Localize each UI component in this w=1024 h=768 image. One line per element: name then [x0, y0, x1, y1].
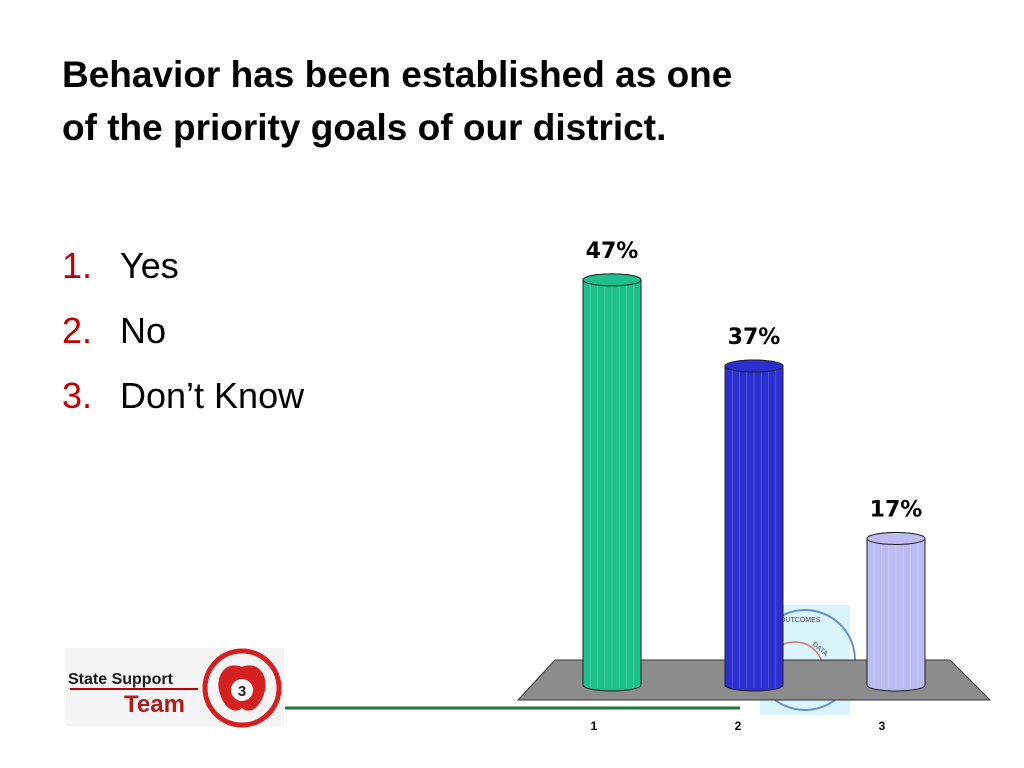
x-tick-label: 1: [591, 719, 598, 733]
option-text: Don’t Know: [120, 375, 305, 416]
x-tick-label: 3: [879, 719, 886, 733]
watermark-text: OUTCOMES: [780, 617, 821, 624]
bar-top: [724, 359, 784, 373]
option-number: 1.: [62, 245, 92, 286]
value-label: 17%: [870, 497, 923, 522]
logo-text: Team: [124, 691, 185, 718]
slide-title: Behavior has been established as one: [62, 54, 732, 95]
option-text: No: [120, 310, 166, 351]
bar-top: [582, 273, 642, 287]
logo-ring: [202, 648, 282, 728]
logo-badge: [231, 679, 253, 701]
option-text: Yes: [120, 245, 179, 286]
bar-top: [866, 531, 926, 545]
value-label: 47%: [586, 239, 639, 264]
logo-text: State Support: [68, 671, 174, 688]
slide-title: of the priority goals of our district.: [62, 107, 666, 148]
logo-badge-text: 3: [238, 683, 246, 700]
option-number: 2.: [62, 310, 92, 351]
value-label: 37%: [728, 325, 781, 350]
x-tick-label: 2: [735, 719, 742, 733]
option-number: 3.: [62, 375, 92, 416]
